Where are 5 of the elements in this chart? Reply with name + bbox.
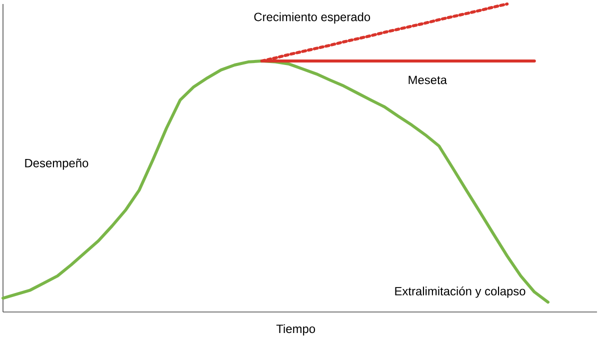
series-label: Crecimiento esperado [254, 12, 370, 24]
x-axis-title: Tiempo [276, 324, 316, 336]
y-axis-title: Desempeño [25, 158, 88, 170]
series-label: Extralimitación y colapso [395, 286, 526, 298]
series-label: Meseta [408, 76, 447, 84]
